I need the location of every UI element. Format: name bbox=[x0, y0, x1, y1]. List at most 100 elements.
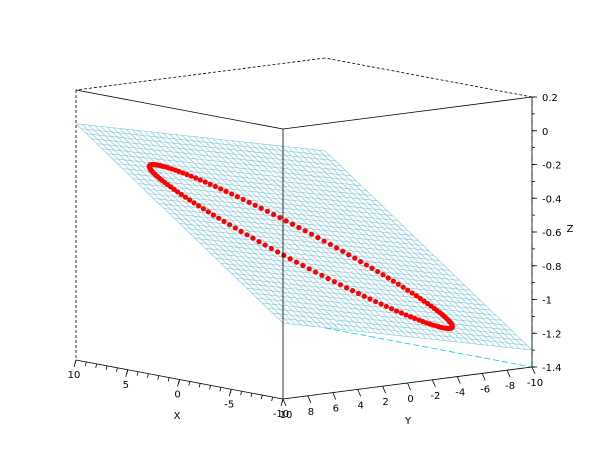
x-tick-label: 0 bbox=[174, 390, 180, 401]
x-minor-tick bbox=[147, 373, 149, 378]
mesh-line bbox=[94, 125, 302, 326]
mesh-line bbox=[169, 213, 419, 241]
data-point bbox=[195, 203, 202, 209]
data-point bbox=[223, 188, 229, 195]
data-point bbox=[258, 205, 264, 211]
data-point bbox=[212, 183, 218, 190]
data-point bbox=[252, 202, 258, 208]
x-axis-title: X bbox=[174, 411, 181, 422]
mesh-line bbox=[200, 137, 408, 337]
data-point bbox=[289, 221, 296, 227]
data-point bbox=[388, 306, 395, 312]
x-minor-tick bbox=[271, 396, 274, 402]
data-point bbox=[403, 312, 409, 318]
data-point bbox=[308, 231, 315, 237]
x-tick-label: -10 bbox=[273, 409, 289, 420]
x-tick-label: -5 bbox=[224, 399, 234, 410]
x-minor-tick bbox=[116, 367, 118, 372]
data-point bbox=[202, 179, 208, 185]
mesh-line bbox=[75, 123, 326, 152]
x-minor-tick bbox=[157, 375, 160, 380]
mesh-line bbox=[174, 218, 424, 246]
data-point bbox=[398, 310, 404, 316]
data-point bbox=[200, 206, 206, 212]
y-tick-label: 10 bbox=[280, 410, 293, 421]
y-tick-mark bbox=[432, 379, 436, 387]
data-point bbox=[385, 275, 391, 281]
mesh-line bbox=[100, 126, 309, 326]
data-point bbox=[378, 301, 384, 307]
mesh-line bbox=[169, 133, 377, 334]
x-minor-tick bbox=[178, 379, 180, 384]
data-point bbox=[283, 218, 289, 224]
y-tick-label: 0 bbox=[407, 394, 413, 405]
mesh-line bbox=[156, 132, 365, 333]
data-point bbox=[325, 275, 331, 282]
mesh-line bbox=[143, 188, 393, 216]
box-edge-top bbox=[324, 57, 533, 98]
data-point bbox=[147, 162, 153, 168]
data-point bbox=[315, 235, 321, 241]
y-tick-label: 4 bbox=[358, 400, 364, 411]
mesh-line bbox=[86, 133, 336, 162]
y-tick-label: -6 bbox=[480, 384, 490, 395]
data-point bbox=[193, 175, 199, 181]
y-tick-mark bbox=[531, 366, 536, 375]
y-tick-mark bbox=[481, 373, 486, 381]
x-tick-label: 10 bbox=[68, 370, 81, 381]
mesh-line bbox=[88, 124, 296, 325]
mesh-line bbox=[194, 136, 402, 337]
mesh-line bbox=[96, 143, 346, 172]
data-point bbox=[393, 308, 400, 314]
data-point bbox=[358, 258, 364, 265]
data-point bbox=[207, 181, 213, 187]
data-point bbox=[197, 177, 203, 183]
data-point bbox=[182, 194, 188, 200]
data-point bbox=[395, 281, 401, 287]
data-point bbox=[369, 265, 375, 271]
y-tick-mark bbox=[506, 370, 511, 378]
data-point bbox=[352, 255, 358, 261]
y-tick-mark bbox=[407, 382, 411, 391]
y-tick-label: -10 bbox=[527, 378, 543, 389]
data-point bbox=[333, 245, 340, 251]
x-minor-tick bbox=[136, 371, 139, 376]
z-tick-label: -1 bbox=[542, 296, 552, 307]
z-axis-title: Z bbox=[567, 224, 574, 235]
data-point bbox=[390, 278, 396, 284]
data-point bbox=[337, 282, 344, 288]
y-axis-title: Y bbox=[404, 416, 412, 427]
data-point bbox=[244, 232, 250, 238]
scatter-points bbox=[146, 161, 455, 332]
mesh-line bbox=[75, 123, 284, 324]
data-point bbox=[409, 290, 415, 296]
y-tick-label: 2 bbox=[382, 397, 388, 408]
data-point bbox=[264, 208, 270, 214]
data-point bbox=[287, 256, 293, 262]
x-minor-tick bbox=[281, 398, 284, 404]
axes-box-front bbox=[75, 57, 533, 400]
data-point bbox=[238, 228, 244, 235]
x-minor-tick bbox=[167, 377, 170, 382]
x-minor-tick bbox=[188, 381, 191, 386]
z-tick-label: -0.6 bbox=[542, 228, 562, 239]
x-minor-tick bbox=[229, 389, 232, 394]
data-point bbox=[270, 211, 277, 218]
data-point bbox=[361, 293, 367, 299]
data-point bbox=[400, 284, 406, 290]
x-minor-tick bbox=[260, 395, 263, 400]
mesh-line bbox=[91, 138, 341, 167]
data-point bbox=[363, 262, 370, 268]
mesh-line bbox=[175, 134, 383, 335]
mesh-line bbox=[138, 183, 388, 211]
data-point bbox=[191, 200, 197, 206]
data-point bbox=[293, 259, 300, 265]
x-tick-label: 5 bbox=[123, 380, 129, 391]
data-point bbox=[407, 314, 414, 320]
data-point bbox=[216, 215, 222, 221]
data-point bbox=[240, 196, 246, 203]
data-point bbox=[210, 212, 217, 218]
mesh-line bbox=[181, 135, 390, 335]
data-point bbox=[184, 171, 190, 178]
